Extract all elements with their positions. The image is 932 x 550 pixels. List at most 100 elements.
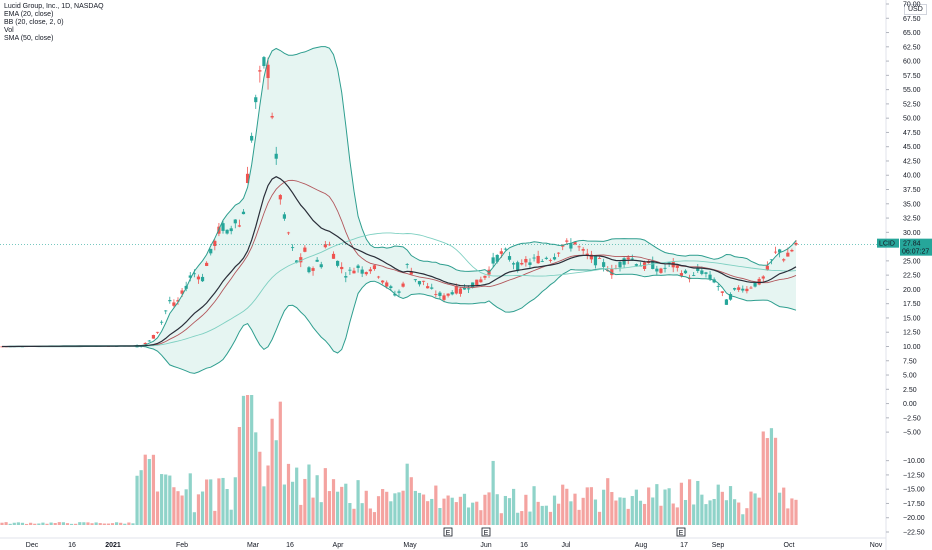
volume-bar (712, 498, 716, 525)
candle-body (655, 268, 659, 272)
candle-body (659, 268, 663, 273)
volume-bar (753, 493, 757, 525)
candle-body (397, 291, 401, 293)
ticker-tag-bg (877, 238, 899, 248)
volume-bar (671, 503, 675, 525)
price-tick-label: 57.50 (903, 73, 921, 80)
candle-body (229, 228, 233, 232)
volume-bar (589, 487, 593, 525)
volume-bar (205, 479, 209, 525)
volume-bar (516, 512, 520, 525)
candle-body (532, 257, 536, 259)
candle-body (520, 262, 524, 265)
volume-bar (303, 478, 307, 525)
candle-body (344, 276, 348, 278)
candle-body (769, 259, 774, 261)
volume-bar (94, 522, 98, 525)
candle-body (250, 135, 254, 141)
candle-body (282, 214, 287, 219)
price-tick-label: 47.50 (903, 130, 921, 137)
candle-body (192, 273, 196, 275)
volume-bar (573, 493, 577, 525)
candle-body (258, 70, 262, 72)
volume-bar (466, 507, 471, 525)
volume-bar (217, 478, 221, 525)
candle-body (602, 262, 606, 267)
price-tick-label: 52.50 (903, 101, 921, 108)
candle-body (565, 240, 569, 242)
price-tick-label: 32.50 (903, 216, 921, 223)
candle-body (544, 257, 548, 259)
earnings-label: E (679, 530, 684, 537)
candle-body (741, 288, 745, 291)
volume-bar (315, 475, 319, 525)
volume-bar (282, 484, 287, 525)
volume-bar (597, 511, 602, 525)
volume-bar (544, 505, 548, 525)
legend-bb: BB (20, close, 2, 0) (4, 19, 64, 26)
volume-bar (728, 486, 733, 525)
candle-body (790, 250, 794, 252)
volume-bar (511, 488, 516, 525)
candle-body (352, 270, 356, 274)
volume-bar (233, 477, 237, 525)
candle-body (593, 255, 598, 266)
volume-bar (155, 491, 160, 525)
price-tick-label: 42.50 (903, 158, 921, 165)
time-label: Mar (247, 542, 260, 549)
volume-bar (528, 511, 532, 525)
candle-body (176, 300, 180, 302)
volume-bar (540, 505, 544, 525)
candle-body (266, 64, 270, 79)
time-label: Feb (176, 542, 188, 549)
volume-bar (311, 497, 315, 525)
volume-bar (724, 500, 729, 525)
volume-bar (651, 497, 655, 525)
candle-body (200, 276, 205, 282)
price-tick-label: 40.00 (903, 173, 921, 180)
candle-body (213, 240, 217, 246)
volume-bar (409, 477, 413, 525)
candle-body (749, 287, 753, 289)
candle-body (626, 257, 630, 260)
candle-body (524, 258, 528, 263)
candle-body (753, 282, 757, 287)
volume-bar (241, 395, 246, 525)
candle-body (708, 274, 712, 280)
candle-body (634, 264, 638, 266)
volume-bar (430, 498, 434, 525)
volume-bar (53, 523, 57, 525)
volume-bar (74, 523, 78, 525)
candle-body (286, 232, 291, 234)
price-tick-label: 5.00 (903, 373, 917, 380)
candle-body (778, 249, 782, 253)
ticker-tag: LCID (879, 241, 895, 248)
volume-bar (782, 487, 786, 525)
volume-bar (78, 522, 82, 525)
currency-label[interactable]: USD (904, 4, 927, 15)
volume-bar (446, 495, 450, 525)
volume-bar (356, 480, 360, 525)
price-tick-label: −17.50 (903, 501, 925, 508)
volume-bar (110, 523, 115, 525)
price-tag-bg (900, 238, 932, 256)
candle-body (172, 302, 176, 306)
volume-bar (761, 431, 765, 525)
candle-body (577, 246, 581, 248)
candle-body (237, 225, 241, 227)
candle-body (663, 267, 667, 269)
volume-bar (381, 489, 385, 525)
candle-body (737, 287, 741, 290)
time-label: 16 (286, 542, 294, 549)
volume-bar (364, 490, 368, 525)
volume-bar (295, 467, 299, 525)
volume-bar (254, 432, 258, 525)
price-tick-label: −22.50 (903, 530, 925, 537)
candle-body (499, 251, 503, 254)
volume-bar (37, 523, 41, 525)
volume-bar (368, 508, 372, 525)
candle-body (319, 264, 323, 268)
candle-body (540, 261, 544, 262)
